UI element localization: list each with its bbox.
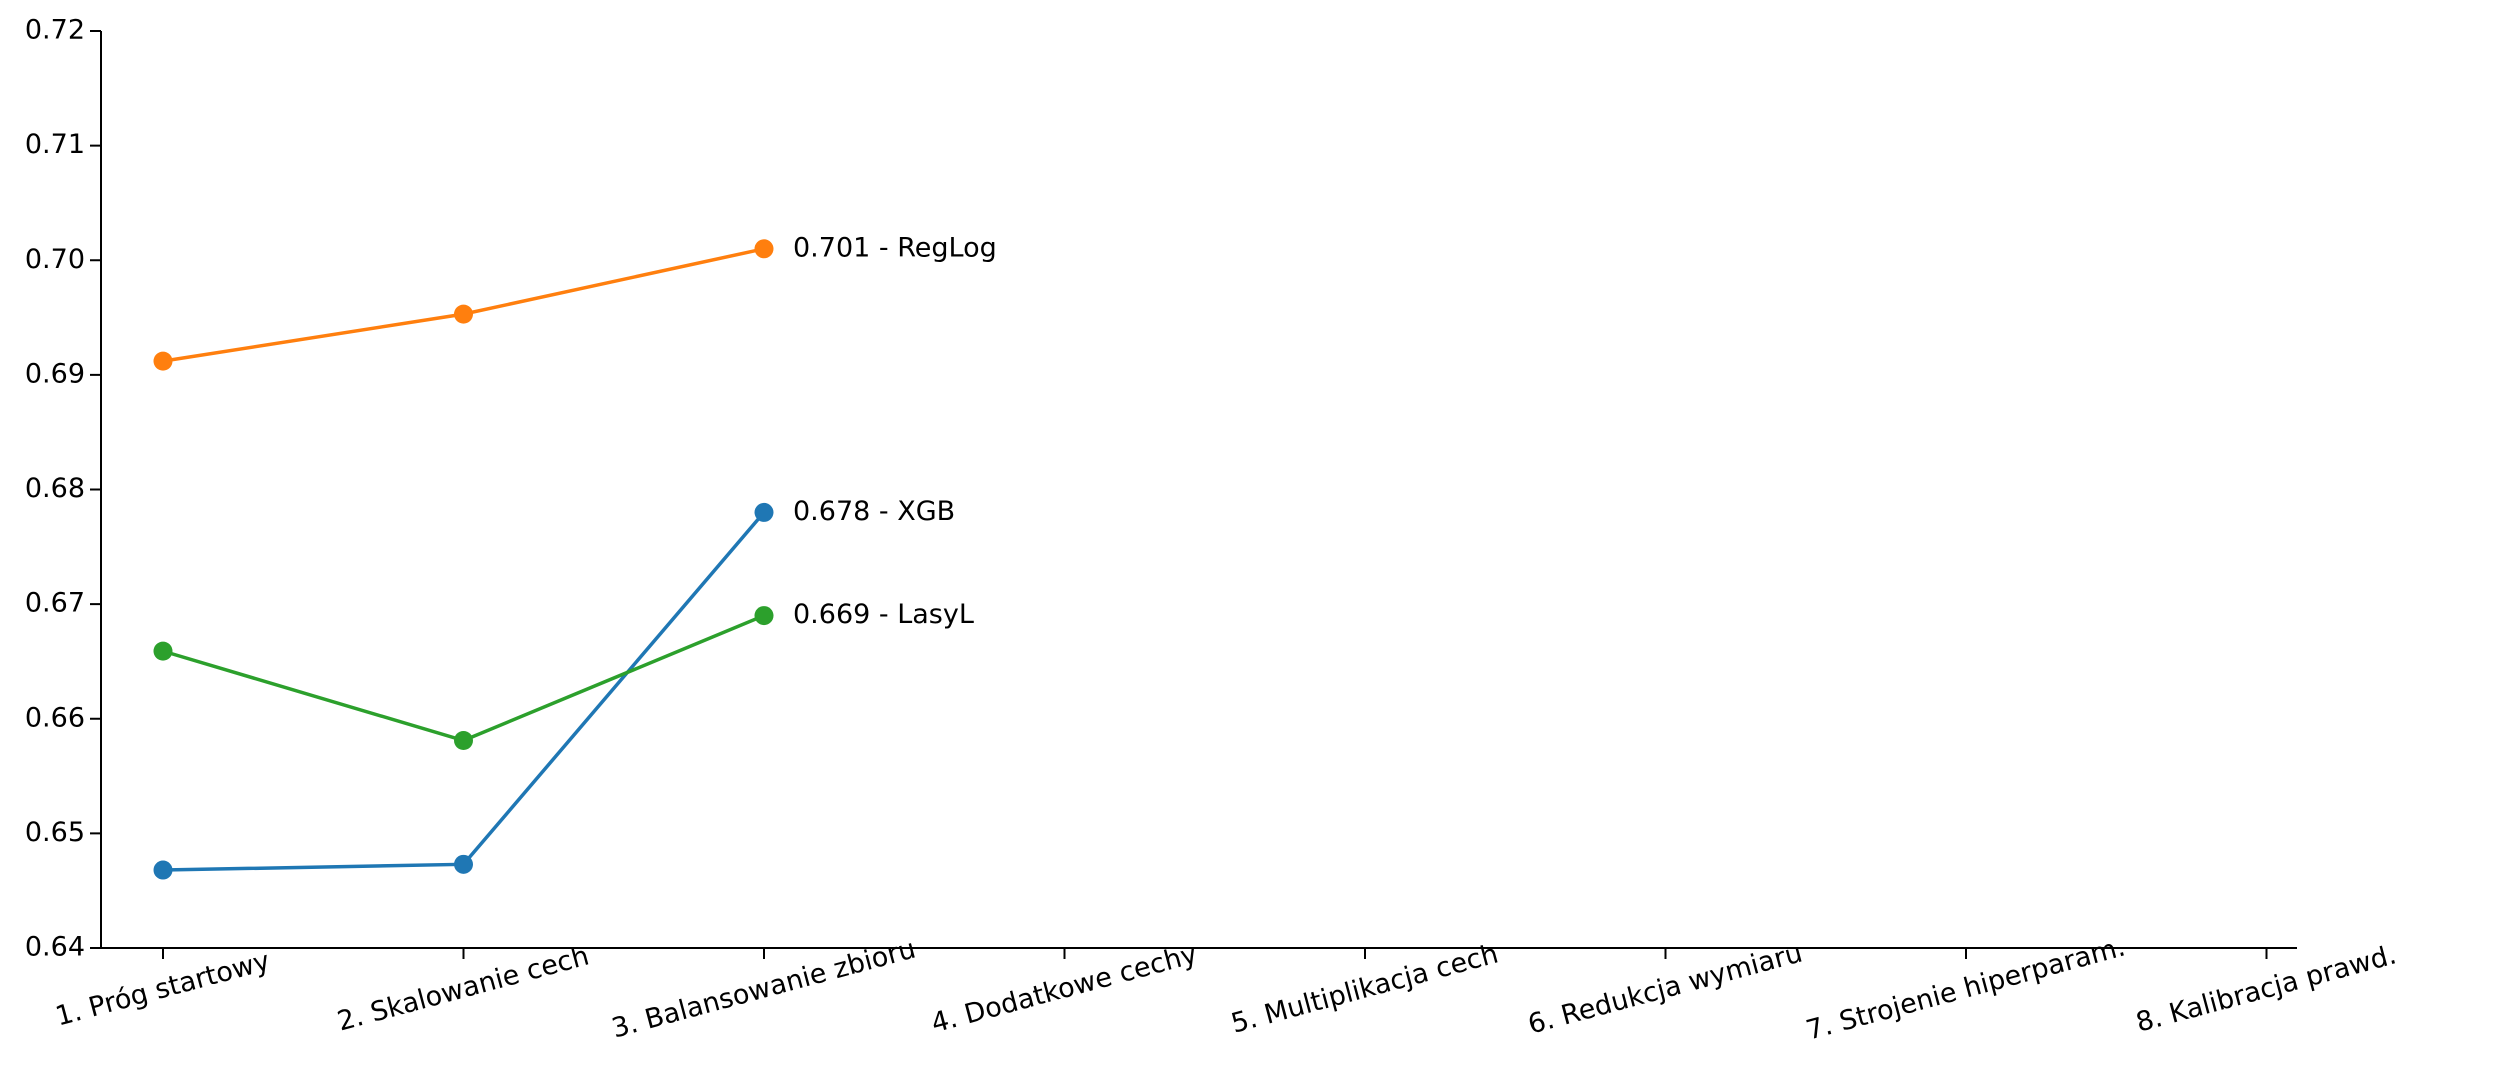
y-tick-label: 0.65	[25, 817, 85, 848]
point	[153, 641, 173, 661]
point	[754, 239, 774, 259]
y-tick-label: 0.66	[25, 702, 85, 733]
value-label: 0.701 - RegLog	[793, 232, 997, 263]
y-tick-label: 0.72	[25, 15, 85, 46]
value-label: 0.678 - XGB	[793, 496, 955, 527]
point	[754, 606, 774, 626]
point	[454, 731, 473, 751]
point	[454, 304, 473, 324]
y-tick-label: 0.64	[25, 932, 85, 963]
point	[153, 351, 173, 371]
point	[454, 854, 473, 874]
point	[153, 860, 173, 880]
value-label: 0.669 - LasyL	[793, 599, 974, 630]
point	[754, 502, 774, 522]
y-tick-label: 0.67	[25, 588, 85, 619]
y-tick-label: 0.71	[25, 129, 85, 160]
y-tick-label: 0.69	[25, 358, 85, 389]
series-line	[162, 613, 765, 743]
y-tick-label: 0.68	[25, 473, 85, 504]
series-line	[162, 511, 766, 872]
y-tick-label: 0.70	[25, 244, 85, 275]
